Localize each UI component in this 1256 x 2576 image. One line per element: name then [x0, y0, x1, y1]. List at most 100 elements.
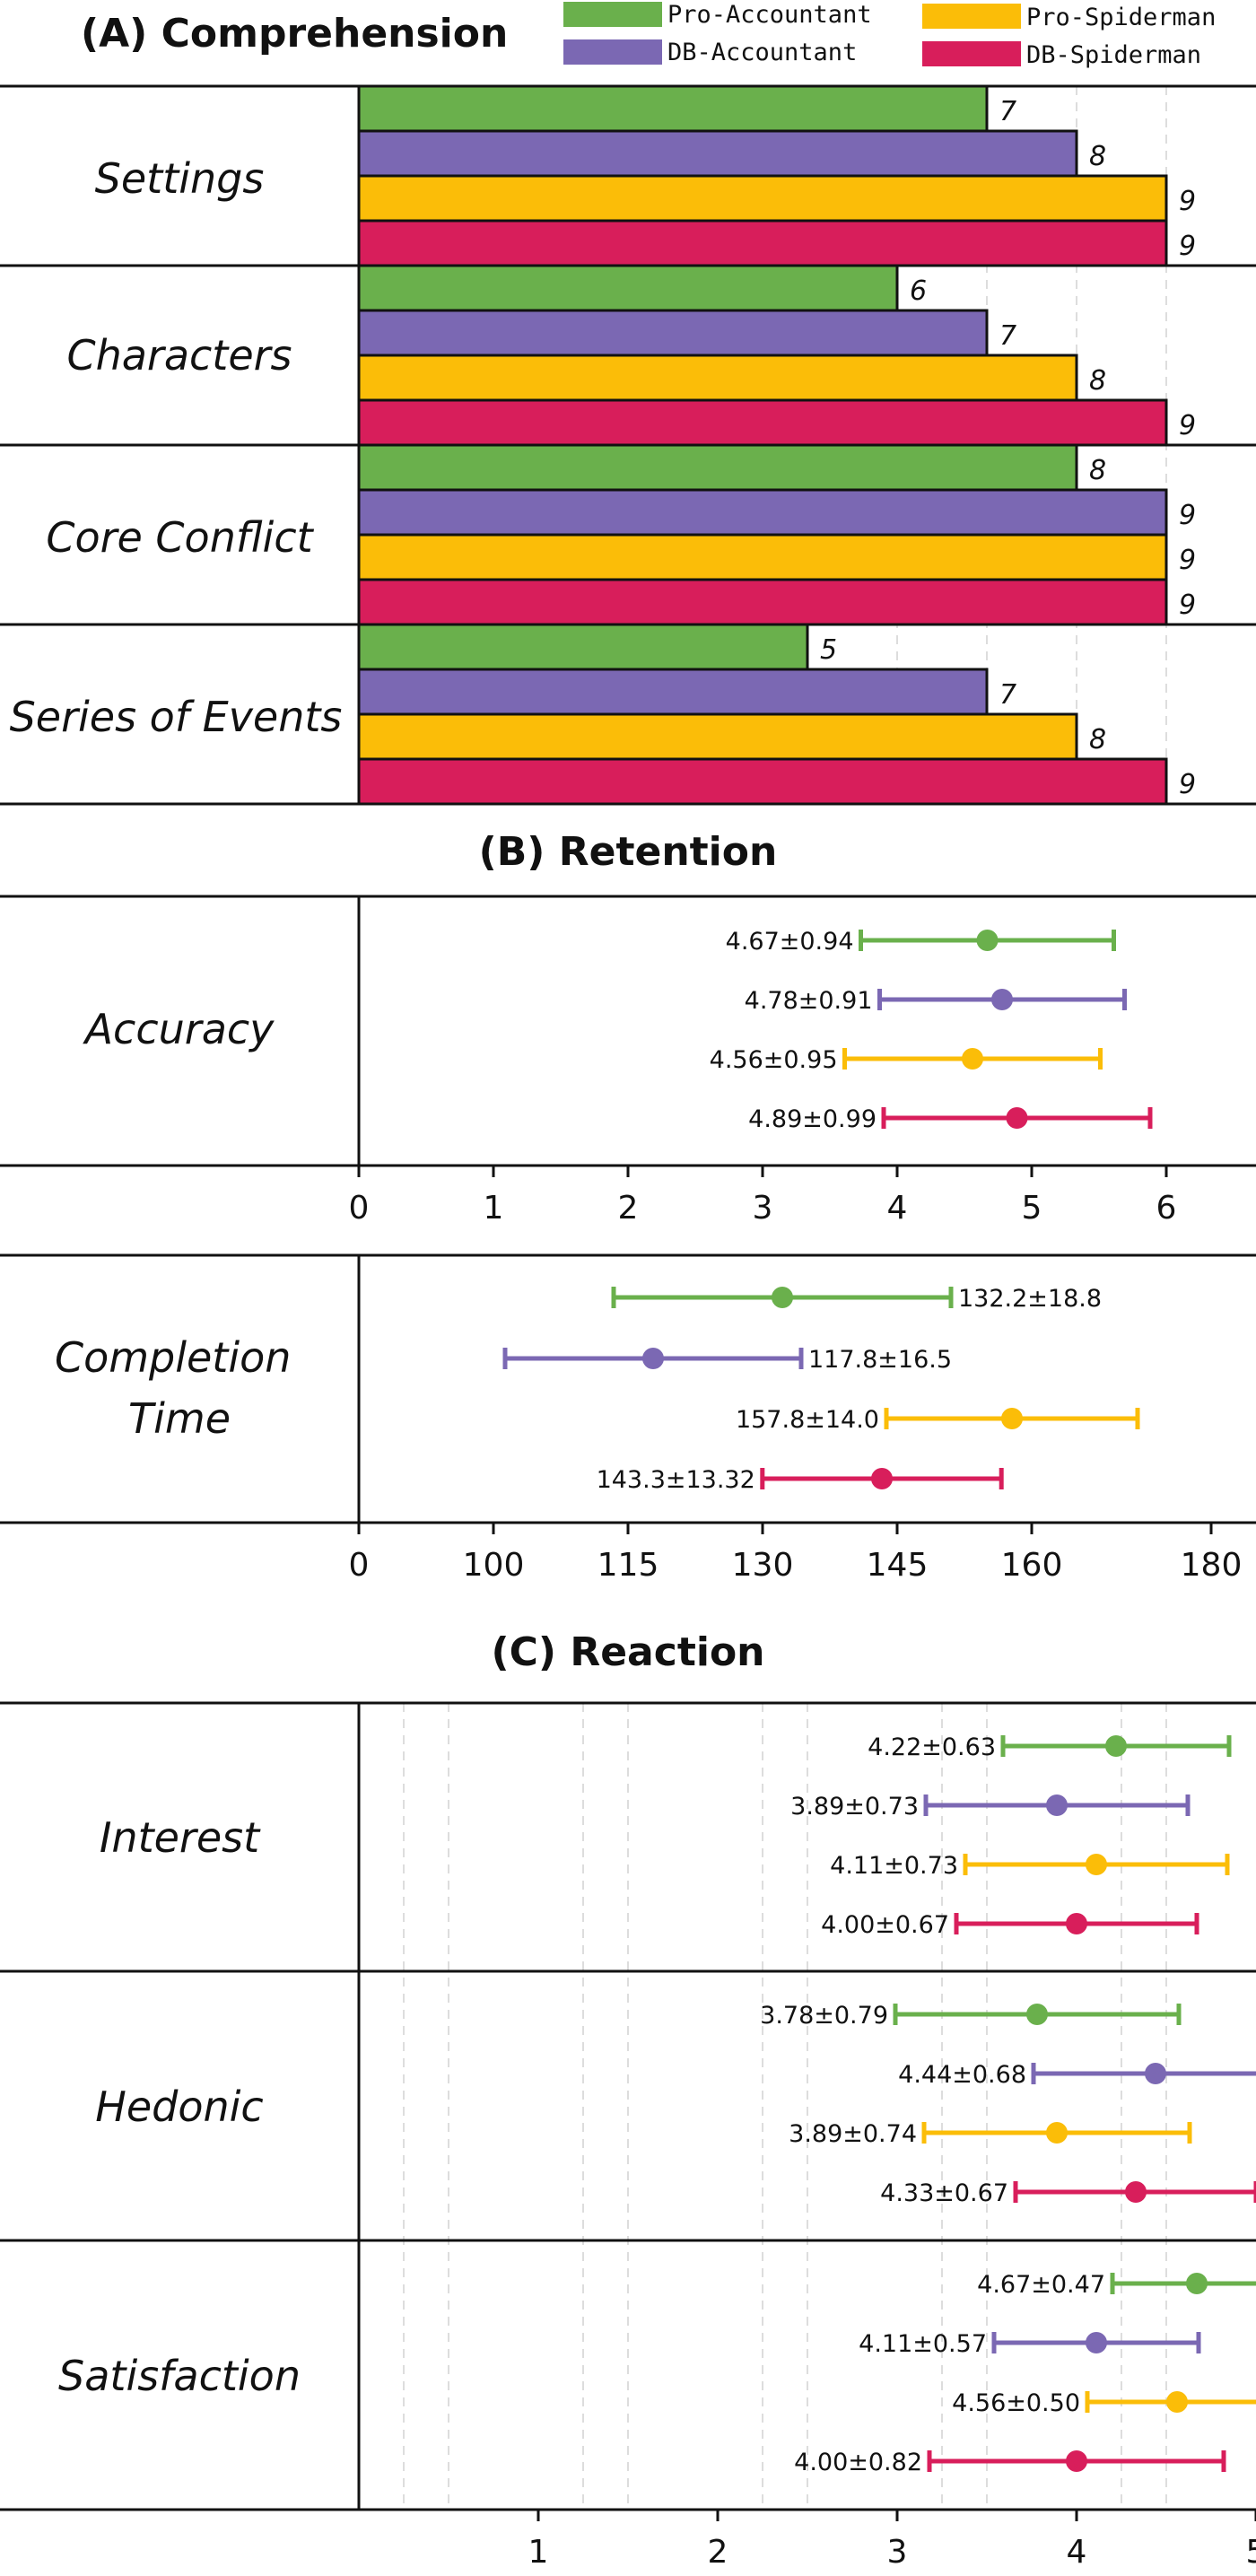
accuracy-tick-label: 1: [484, 1190, 504, 1227]
accuracy-tick-label: 6: [1156, 1190, 1177, 1227]
bar-settings-pro-accountant: [357, 84, 989, 133]
bar-value-settings-pro-accountant: 7: [999, 96, 1016, 127]
value-label-reaction-satisfaction-pro-accountant: 4.67±0.47: [977, 2271, 1105, 2299]
accuracy-tick-label: 5: [1022, 1190, 1042, 1227]
legend-label-db-accountant: DB-Accountant: [667, 39, 857, 66]
row-label-core-conflict: Core Conflict: [46, 513, 314, 562]
mean-point-reaction-interest-db-spiderman: [1066, 1913, 1087, 1934]
value-label-reaction-interest-db-spiderman: 4.00±0.67: [821, 1911, 949, 1939]
panel-label-completion-time-line1: Completion: [55, 1333, 291, 1382]
mean-point-reaction-satisfaction-pro-accountant: [1186, 2273, 1208, 2294]
bar-value-characters-db-spiderman: 9: [1179, 410, 1196, 441]
mean-point-reaction-interest-pro-spiderman: [1086, 1854, 1107, 1875]
mean-point-reaction-satisfaction-db-spiderman: [1066, 2450, 1087, 2472]
value-label-accuracy-pro-spiderman: 4.56±0.95: [710, 1046, 838, 1074]
completion-time-tick-label: 130: [732, 1547, 794, 1584]
value-label-reaction-hedonic-db-accountant: 4.44±0.68: [898, 2061, 1026, 2089]
row-label-series-of-events: Series of Events: [10, 693, 343, 741]
value-label-reaction-satisfaction-pro-spiderman: 4.56±0.50: [952, 2389, 1080, 2417]
completion-time-tick-label: 100: [463, 1547, 525, 1584]
legend-swatch-pro-spiderman: [922, 4, 1021, 29]
mean-point-reaction-interest-pro-accountant: [1105, 1735, 1127, 1757]
value-label-completion-time-db-spiderman: 143.3±13.32: [597, 1466, 755, 1494]
reaction-tick-label: 3: [887, 2534, 908, 2571]
mean-point-completion-time-pro-spiderman: [1001, 1408, 1023, 1429]
reaction-tick-label: 2: [708, 2534, 728, 2571]
bar-value-characters-pro-accountant: 6: [910, 275, 927, 307]
mean-point-completion-time-db-spiderman: [871, 1468, 893, 1489]
value-label-completion-time-pro-spiderman: 157.8±14.0: [736, 1406, 879, 1434]
value-label-reaction-interest-db-accountant: 3.89±0.73: [790, 1793, 919, 1821]
reaction-tick-label: 5: [1246, 2534, 1256, 2571]
bar-value-characters-pro-spiderman: 8: [1089, 365, 1106, 397]
mean-point-completion-time-db-accountant: [642, 1348, 664, 1369]
bar-core-conflict-pro-spiderman: [357, 533, 1168, 581]
bar-value-settings-db-spiderman: 9: [1179, 231, 1196, 262]
legend-label-pro-spiderman: Pro-Spiderman: [1026, 4, 1216, 31]
bar-characters-pro-accountant: [357, 264, 899, 312]
value-label-accuracy-db-spiderman: 4.89±0.99: [748, 1105, 877, 1133]
bar-value-series-of-events-db-accountant: 7: [999, 679, 1016, 711]
reaction-title: (C) Reaction: [492, 1629, 765, 1675]
mean-point-accuracy-db-spiderman: [1006, 1107, 1028, 1129]
legend-swatch-pro-accountant: [563, 2, 662, 27]
bar-characters-db-spiderman: [357, 398, 1168, 447]
accuracy-tick-label: 0: [349, 1190, 370, 1227]
bar-core-conflict-pro-accountant: [357, 443, 1078, 492]
bar-value-series-of-events-db-spiderman: 9: [1179, 769, 1196, 800]
bar-value-settings-db-accountant: 8: [1089, 141, 1106, 172]
bar-series-of-events-db-accountant: [357, 668, 989, 716]
value-label-reaction-hedonic-pro-accountant: 3.78±0.79: [760, 2002, 888, 2030]
panel-label-satisfaction: Satisfaction: [58, 2352, 301, 2400]
bar-value-core-conflict-pro-spiderman: 9: [1179, 545, 1196, 576]
bar-value-series-of-events-pro-spiderman: 8: [1089, 724, 1106, 755]
bar-settings-db-accountant: [357, 129, 1078, 178]
row-label-characters: Characters: [66, 331, 292, 380]
bar-value-characters-db-accountant: 7: [999, 320, 1016, 352]
bar-value-settings-pro-spiderman: 9: [1179, 186, 1196, 217]
bar-characters-pro-spiderman: [357, 354, 1078, 402]
bar-series-of-events-pro-spiderman: [357, 712, 1078, 761]
bar-series-of-events-pro-accountant: [357, 623, 809, 671]
completion-time-tick-label: 0: [349, 1547, 370, 1584]
bar-settings-pro-spiderman: [357, 174, 1168, 223]
legend-swatch-db-spiderman: [922, 41, 1021, 66]
value-label-reaction-satisfaction-db-spiderman: 4.00±0.82: [794, 2449, 922, 2476]
panel-label-accuracy: Accuracy: [83, 1005, 275, 1053]
value-label-accuracy-db-accountant: 4.78±0.91: [745, 987, 873, 1015]
bar-value-series-of-events-pro-accountant: 5: [820, 634, 837, 666]
comprehension-title: (A) Comprehension: [81, 11, 508, 57]
mean-point-reaction-interest-db-accountant: [1046, 1794, 1068, 1816]
bar-core-conflict-db-accountant: [357, 488, 1168, 537]
completion-time-tick-label: 145: [867, 1547, 929, 1584]
value-label-accuracy-pro-accountant: 4.67±0.94: [726, 928, 854, 956]
reaction-tick-label: 1: [528, 2534, 549, 2571]
value-label-completion-time-db-accountant: 117.8±16.5: [808, 1346, 952, 1374]
completion-time-tick-label: 160: [1001, 1547, 1063, 1584]
panel-label-interest: Interest: [100, 1813, 261, 1862]
mean-point-reaction-hedonic-db-accountant: [1145, 2063, 1166, 2084]
mean-point-reaction-hedonic-db-spiderman: [1125, 2181, 1147, 2203]
mean-point-accuracy-db-accountant: [991, 989, 1013, 1010]
bar-settings-db-spiderman: [357, 219, 1168, 267]
row-label-settings: Settings: [95, 154, 265, 203]
bar-core-conflict-db-spiderman: [357, 578, 1168, 626]
value-label-reaction-hedonic-pro-spiderman: 3.89±0.74: [789, 2120, 917, 2148]
panel-label-completion-time: Completion Time: [55, 1333, 304, 1443]
legend: Pro-Accountant DB-Accountant Pro-Spiderm…: [563, 1, 1216, 69]
bar-value-core-conflict-pro-accountant: 8: [1089, 455, 1106, 486]
panel-label-completion-time-line2: Time: [128, 1394, 231, 1443]
mean-point-completion-time-pro-accountant: [772, 1287, 793, 1308]
accuracy-tick-label: 3: [753, 1190, 773, 1227]
accuracy-tick-label: 4: [887, 1190, 908, 1227]
completion-time-tick-label: 180: [1181, 1547, 1243, 1584]
chart-marks: 7 8 9 9 6 7 8 9 8 9 9 9 5 7 8 9 4.67±0.94 4.78±0.91 4.56±0…: [0, 84, 1256, 2571]
bar-value-core-conflict-db-spiderman: 9: [1179, 589, 1196, 621]
legend-label-db-spiderman: DB-Spiderman: [1026, 41, 1201, 69]
accuracy-tick-label: 2: [618, 1190, 639, 1227]
legend-label-pro-accountant: Pro-Accountant: [667, 1, 872, 29]
legend-swatch-db-accountant: [563, 39, 662, 65]
mean-point-reaction-hedonic-pro-spiderman: [1046, 2122, 1068, 2144]
reaction-tick-label: 4: [1067, 2534, 1087, 2571]
